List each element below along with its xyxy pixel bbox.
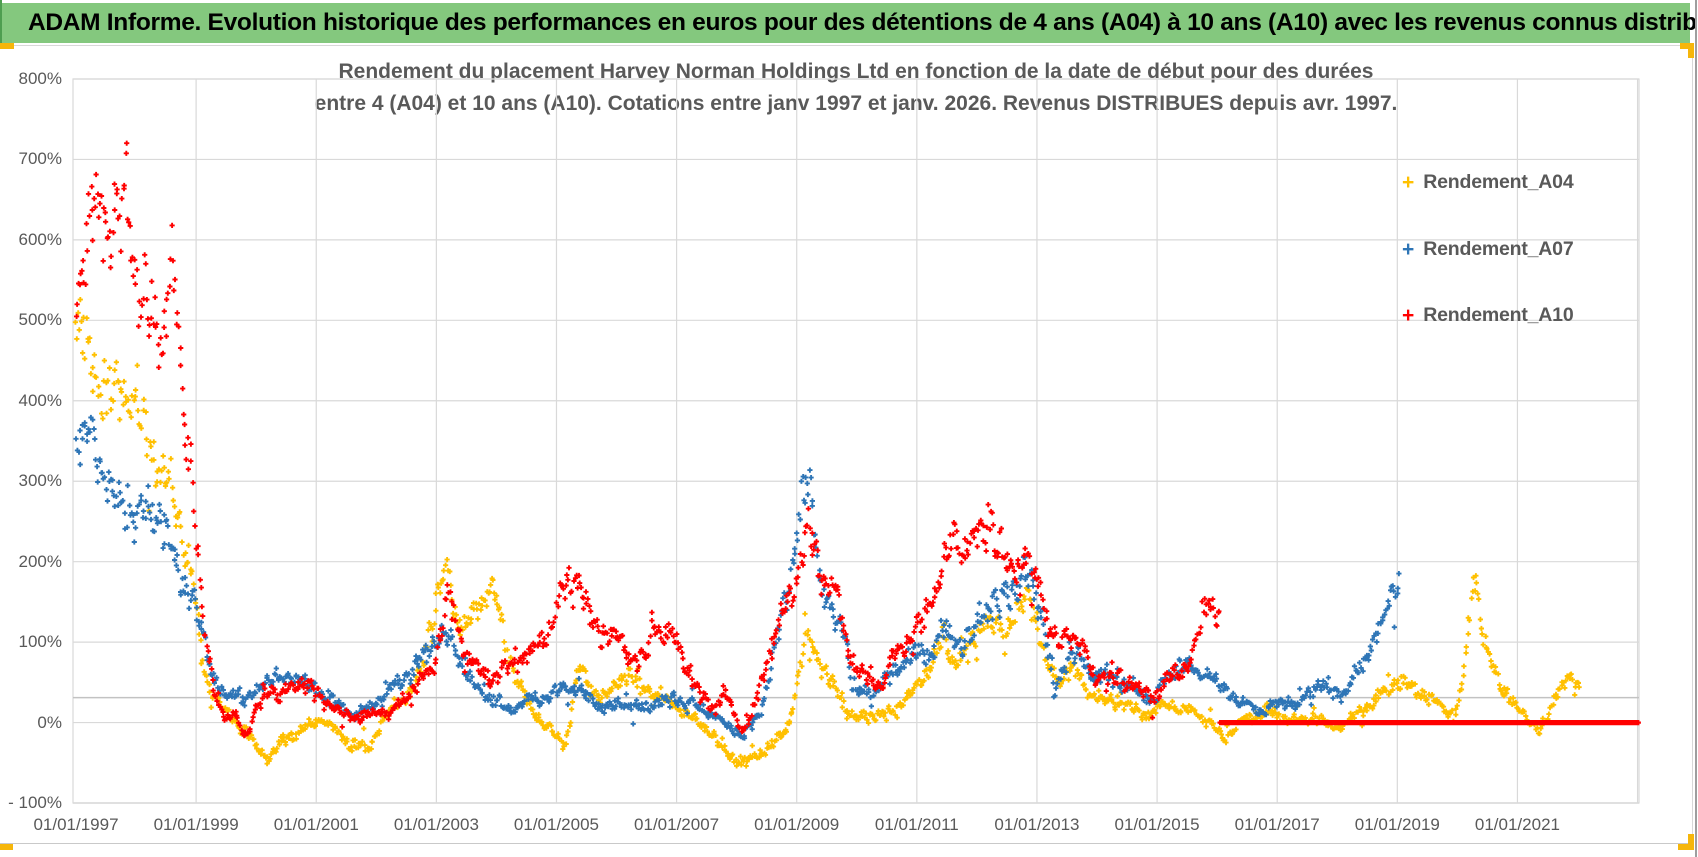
x-axis-label: 01/01/2005 — [513, 815, 600, 834]
header-title: ADAM Informe. Evolution historique des p… — [28, 9, 1698, 36]
y-axis-label: 100% — [18, 632, 62, 652]
x-axis-label: 01/01/2017 — [1234, 815, 1320, 834]
header-banner: ADAM Informe. Evolution historique des p… — [2, 3, 1698, 43]
x-axis-label: 01/01/2001 — [273, 815, 359, 834]
chart-border-top — [0, 45, 1694, 46]
sheet-left-edge — [0, 0, 2, 45]
x-axis-label: 01/01/2011 — [874, 815, 959, 834]
y-axis-label: 800% — [18, 69, 62, 88]
legend-item-rendement_a10[interactable]: + Rendement_A10 — [1402, 304, 1574, 327]
series-points-rendement_a07[interactable] — [73, 414, 1402, 741]
plot-border — [72, 78, 1640, 804]
chart-border-right — [1692, 45, 1693, 843]
legend-plus-marker-icon: + — [1402, 171, 1415, 194]
selection-bracket-bottom-left — [0, 844, 13, 850]
x-axis-label: 01/01/2013 — [994, 815, 1080, 834]
x-axis-label: 01/01/2003 — [393, 815, 479, 834]
legend-label: Rendement_A10 — [1423, 304, 1574, 326]
y-axis-label: 200% — [18, 551, 62, 571]
x-axis-label: 01/01/2015 — [1114, 815, 1200, 834]
x-axis-label: 01/01/1997 — [33, 815, 119, 834]
y-axis-label: 300% — [18, 471, 62, 491]
selection-bracket-top-right-h — [1680, 43, 1694, 49]
y-axis-label: - 100% — [8, 793, 62, 812]
y-axis-label: 700% — [18, 149, 62, 169]
chart-border-bottom — [0, 843, 1693, 844]
series-points-rendement_a10[interactable] — [74, 140, 1222, 739]
x-axis-label: 01/01/2007 — [634, 815, 720, 834]
legend-item-rendement_a07[interactable]: + Rendement_A07 — [1402, 238, 1574, 261]
legend-item-rendement_a04[interactable]: + Rendement_A04 — [1402, 171, 1574, 194]
y-axis-label: 0% — [37, 712, 62, 732]
legend-label: Rendement_A04 — [1423, 171, 1574, 193]
x-axis-label: 01/01/2009 — [754, 815, 840, 834]
sheet-right-edge — [1695, 0, 1697, 857]
legend-label: Rendement_A07 — [1423, 238, 1574, 260]
selection-bracket-bottom-right-h — [1678, 844, 1694, 850]
selection-bracket-top-right-v — [1688, 43, 1694, 58]
y-axis-label: 600% — [18, 229, 62, 249]
x-axis-label: 01/01/2021 — [1474, 815, 1560, 834]
y-axis-label: 500% — [18, 310, 62, 330]
chart-title-line1: Rendement du placement Harvey Norman Hol… — [338, 60, 1374, 83]
x-axis-label: 01/01/1999 — [153, 815, 239, 834]
series-zero-line-rendement_a10[interactable] — [1217, 720, 1641, 726]
legend-plus-marker-icon: + — [1402, 304, 1415, 327]
selection-bracket-bottom-right-v — [1688, 834, 1694, 850]
legend-plus-marker-icon: + — [1402, 238, 1415, 261]
chart-title-line2: entre 4 (A04) et 10 ans (A10). Cotations… — [314, 92, 1398, 115]
y-axis-label: 400% — [18, 390, 62, 410]
selection-bracket-top-left — [0, 43, 14, 49]
x-axis-label: 01/01/2019 — [1354, 815, 1440, 834]
